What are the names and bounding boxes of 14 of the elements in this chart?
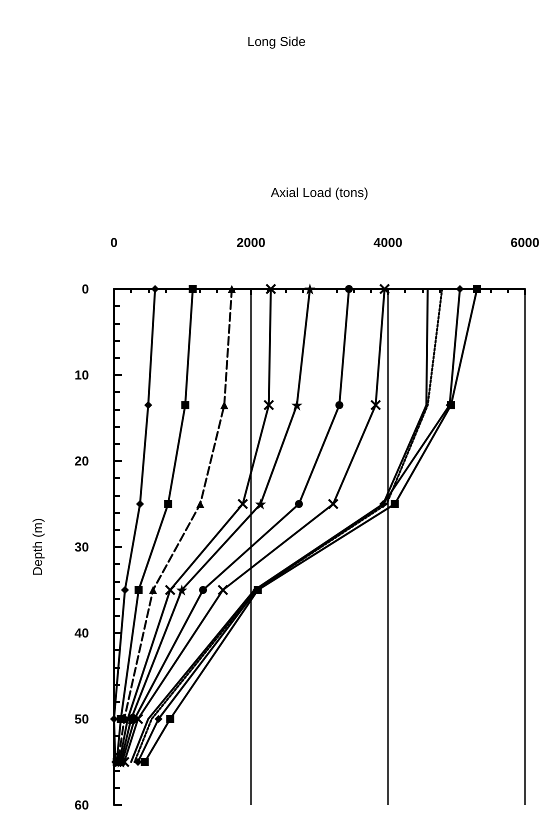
y-axis-title: Depth (m) bbox=[30, 518, 45, 576]
x-tick-label: 4000 bbox=[374, 235, 402, 250]
x-tick-label: 6000 bbox=[510, 235, 540, 250]
x-tick-label: 0 bbox=[110, 235, 118, 250]
y-tick-label: 20 bbox=[74, 454, 89, 468]
y-tick-label: 30 bbox=[74, 540, 89, 554]
y-tick-label: 50 bbox=[74, 712, 89, 726]
y-tick-label: 40 bbox=[74, 626, 89, 640]
y-tick-label: 60 bbox=[74, 798, 89, 812]
y-tick-label: 10 bbox=[74, 368, 89, 382]
x-tick-label: 2000 bbox=[236, 235, 266, 250]
y-tick-label: 0 bbox=[82, 282, 89, 296]
chart-title: Long Side bbox=[247, 34, 306, 49]
x-axis-title: Axial Load (tons) bbox=[270, 185, 368, 200]
